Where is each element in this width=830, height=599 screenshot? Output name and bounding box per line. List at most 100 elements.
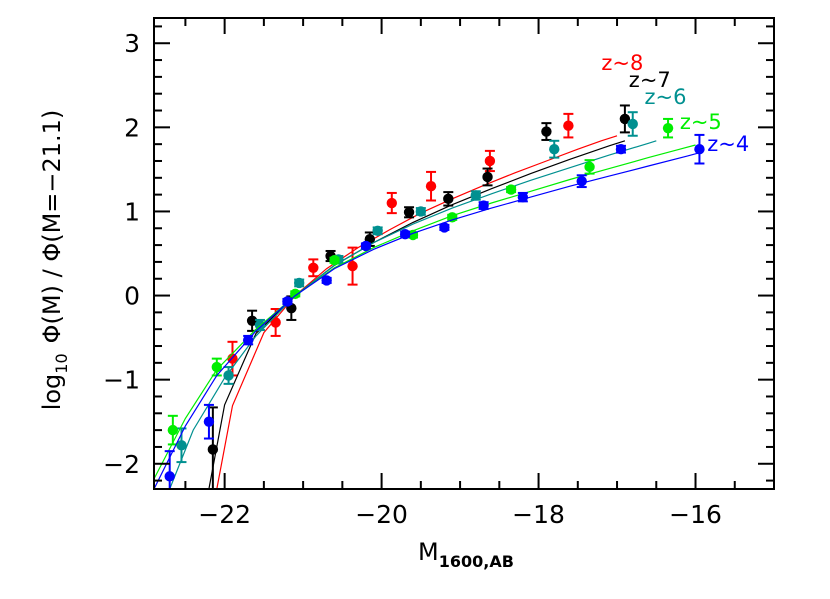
data-marker <box>372 225 383 236</box>
data-point-z8 <box>563 112 574 139</box>
data-marker <box>403 207 415 218</box>
series-z8 <box>216 112 618 489</box>
data-point-z4 <box>517 191 529 203</box>
data-point-z5 <box>290 288 301 300</box>
data-marker <box>415 206 427 217</box>
data-marker <box>290 288 301 300</box>
data-point-z8 <box>386 191 397 215</box>
x-tick-label: −18 <box>512 500 565 529</box>
y-tick-label: −1 <box>103 366 140 395</box>
data-marker <box>321 275 332 286</box>
y-tick-label: 3 <box>124 29 140 58</box>
data-point-z6 <box>415 206 427 217</box>
data-point-z8 <box>425 170 437 202</box>
data-point-z5 <box>584 159 595 175</box>
y-axis-title-sub: 10 <box>52 353 71 373</box>
data-point-z5 <box>329 255 340 266</box>
data-marker <box>447 212 458 223</box>
data-point-z7 <box>246 309 258 332</box>
data-marker <box>399 228 411 240</box>
data-marker <box>505 184 517 195</box>
data-marker <box>211 361 222 373</box>
data-point-z4 <box>694 133 705 165</box>
data-point-z4 <box>321 275 332 286</box>
data-point-z6 <box>549 139 560 159</box>
x-axis-title-sub: 1600,AB <box>439 552 514 571</box>
data-point-z5 <box>662 117 674 139</box>
data-marker <box>619 113 631 125</box>
data-marker <box>439 222 450 233</box>
data-marker <box>176 440 187 451</box>
data-point-z6 <box>293 277 305 289</box>
data-marker <box>549 144 560 155</box>
data-point-z6 <box>470 190 481 201</box>
data-point-z6 <box>627 111 638 137</box>
x-tick-label: −16 <box>669 500 722 529</box>
y-tick-label: −2 <box>103 450 140 479</box>
x-axis-title: M1600,AB <box>418 538 514 571</box>
data-point-z4 <box>203 403 215 440</box>
data-marker <box>584 161 595 173</box>
series-layer <box>154 104 705 489</box>
plot-frame <box>153 17 775 490</box>
series-label-z6: z~6 <box>645 85 687 109</box>
data-point-z4 <box>478 200 489 211</box>
data-point-z6 <box>223 366 234 385</box>
y-tick-label: 1 <box>124 197 140 226</box>
data-marker <box>563 120 574 131</box>
data-point-z7 <box>619 104 631 134</box>
data-marker <box>615 144 627 155</box>
x-tick-label: −22 <box>198 500 251 529</box>
series-label-z8: z~8 <box>601 51 643 75</box>
data-point-z4 <box>242 334 254 346</box>
data-point-z4 <box>576 174 587 189</box>
series-z4 <box>154 133 705 489</box>
series-z7 <box>207 104 631 489</box>
data-marker <box>517 191 529 203</box>
axes-layer: −22 −20 −18 −16 −2 −1 0 1 2 3 <box>103 17 775 529</box>
data-point-z6 <box>372 225 383 236</box>
data-marker <box>164 471 175 482</box>
data-marker <box>270 317 281 328</box>
y-axis-title-rest: Φ(M) / Φ(M=−21.1) <box>38 110 66 344</box>
y-axis-title-main: log <box>38 374 66 411</box>
series-label-z5: z~5 <box>680 110 722 134</box>
x-tick-label: −20 <box>355 500 408 529</box>
y-axis-title: log10 Φ(M) / Φ(M=−21.1) <box>38 110 71 411</box>
data-marker <box>482 171 493 183</box>
data-marker <box>308 262 319 273</box>
data-marker <box>541 126 552 137</box>
data-marker <box>694 144 705 155</box>
data-marker <box>470 190 481 201</box>
model-curve-z4 <box>154 151 704 489</box>
y-tick-label: 0 <box>124 282 140 311</box>
data-marker <box>203 416 215 427</box>
data-marker <box>246 315 258 326</box>
data-marker <box>662 122 674 134</box>
data-marker <box>293 277 305 289</box>
data-point-z5 <box>167 414 179 446</box>
data-marker <box>329 255 340 266</box>
data-marker <box>282 296 293 307</box>
data-marker <box>242 334 254 346</box>
data-point-z7 <box>541 122 552 141</box>
y-tick-label: 2 <box>124 113 140 142</box>
data-marker <box>484 155 496 167</box>
data-point-z4 <box>439 222 450 233</box>
data-point-z8 <box>308 258 319 278</box>
data-point-z4 <box>399 228 411 240</box>
x-axis-title-main: M <box>418 538 439 566</box>
data-marker <box>576 175 587 187</box>
data-marker <box>386 197 397 209</box>
series-label-z7: z~7 <box>629 68 671 92</box>
data-point-z7 <box>443 191 454 207</box>
data-point-z4 <box>282 296 293 307</box>
series-labels: z~8z~7z~6z~5z~4 <box>601 51 749 156</box>
data-marker <box>360 240 372 252</box>
model-curve-z6 <box>169 140 657 489</box>
data-point-z7 <box>403 206 415 219</box>
data-marker <box>443 193 454 205</box>
data-marker <box>223 370 234 381</box>
